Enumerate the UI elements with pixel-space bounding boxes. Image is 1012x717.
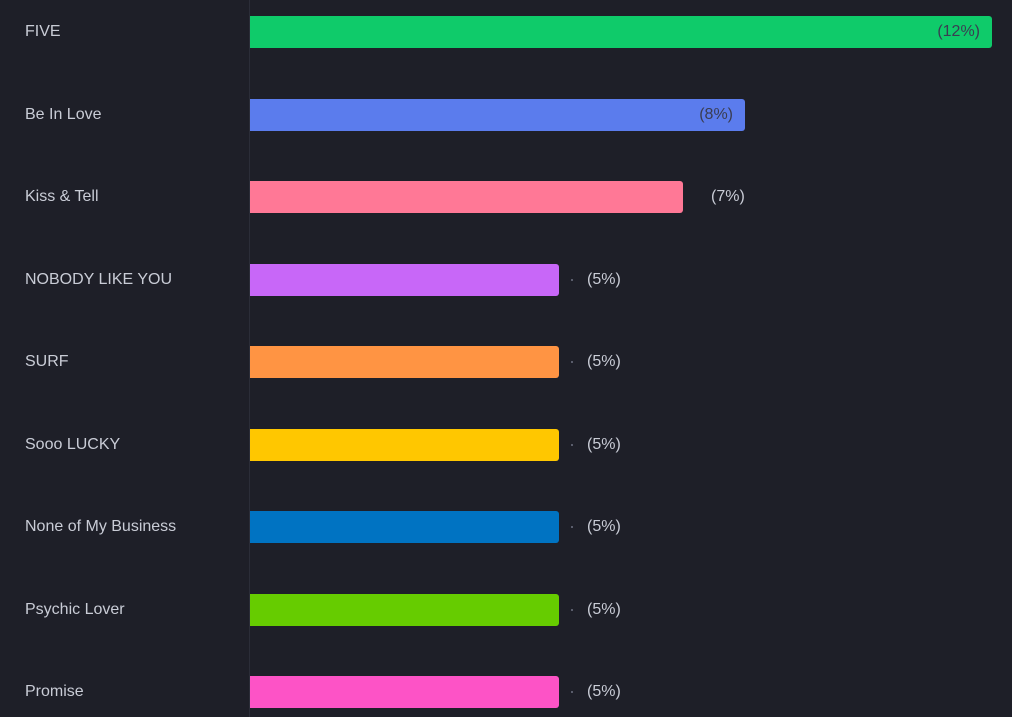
bar [250,428,559,461]
bar [250,346,559,378]
bar [250,593,559,626]
value-label: (7%) [711,188,745,205]
chart-row: NOBODY LIKE YOU (5%) [0,263,1012,296]
chart-row: Sooo LUCKY (5%) [0,428,1012,461]
bar [250,98,745,131]
value-label: (8%) [699,105,733,123]
bar [250,511,559,543]
chart-row: SURF (5%) [0,346,1012,378]
category-label: Sooo LUCKY [25,435,121,453]
chart-row: None of My Business (5%) [0,511,1012,543]
value-label: (12%) [937,23,980,40]
bar [250,181,683,213]
chart-row: Promise (5%) [0,676,1012,708]
value-label: (5%) [587,435,621,453]
leader-dot [571,443,573,446]
leader-dot [571,361,573,363]
category-label-column [0,0,250,717]
bar [250,676,559,708]
value-label: (5%) [587,600,621,618]
chart-row: Kiss & Tell (7%) [0,181,1012,213]
chart-row: Be In Love (8%) [0,98,1012,131]
chart-row: Psychic Lover (5%) [0,593,1012,626]
value-label: (5%) [587,353,621,370]
category-label: NOBODY LIKE YOU [25,270,173,288]
leader-dot [571,278,573,281]
chart-row: FIVE (12%) [0,16,1012,48]
category-label: Promise [25,683,84,700]
bar [250,263,559,296]
value-label: (5%) [587,270,621,288]
leader-dot [571,608,573,611]
leader-dot [571,691,573,693]
value-label: (5%) [587,683,621,700]
category-label: Psychic Lover [25,600,125,618]
category-label: None of My Business [25,518,177,535]
bar [250,16,992,48]
leader-dot [571,526,573,528]
category-label: Kiss & Tell [25,188,99,205]
category-label: SURF [25,353,69,370]
value-label: (5%) [587,518,621,535]
category-label: Be In Love [25,105,102,123]
category-label: FIVE [25,23,61,40]
